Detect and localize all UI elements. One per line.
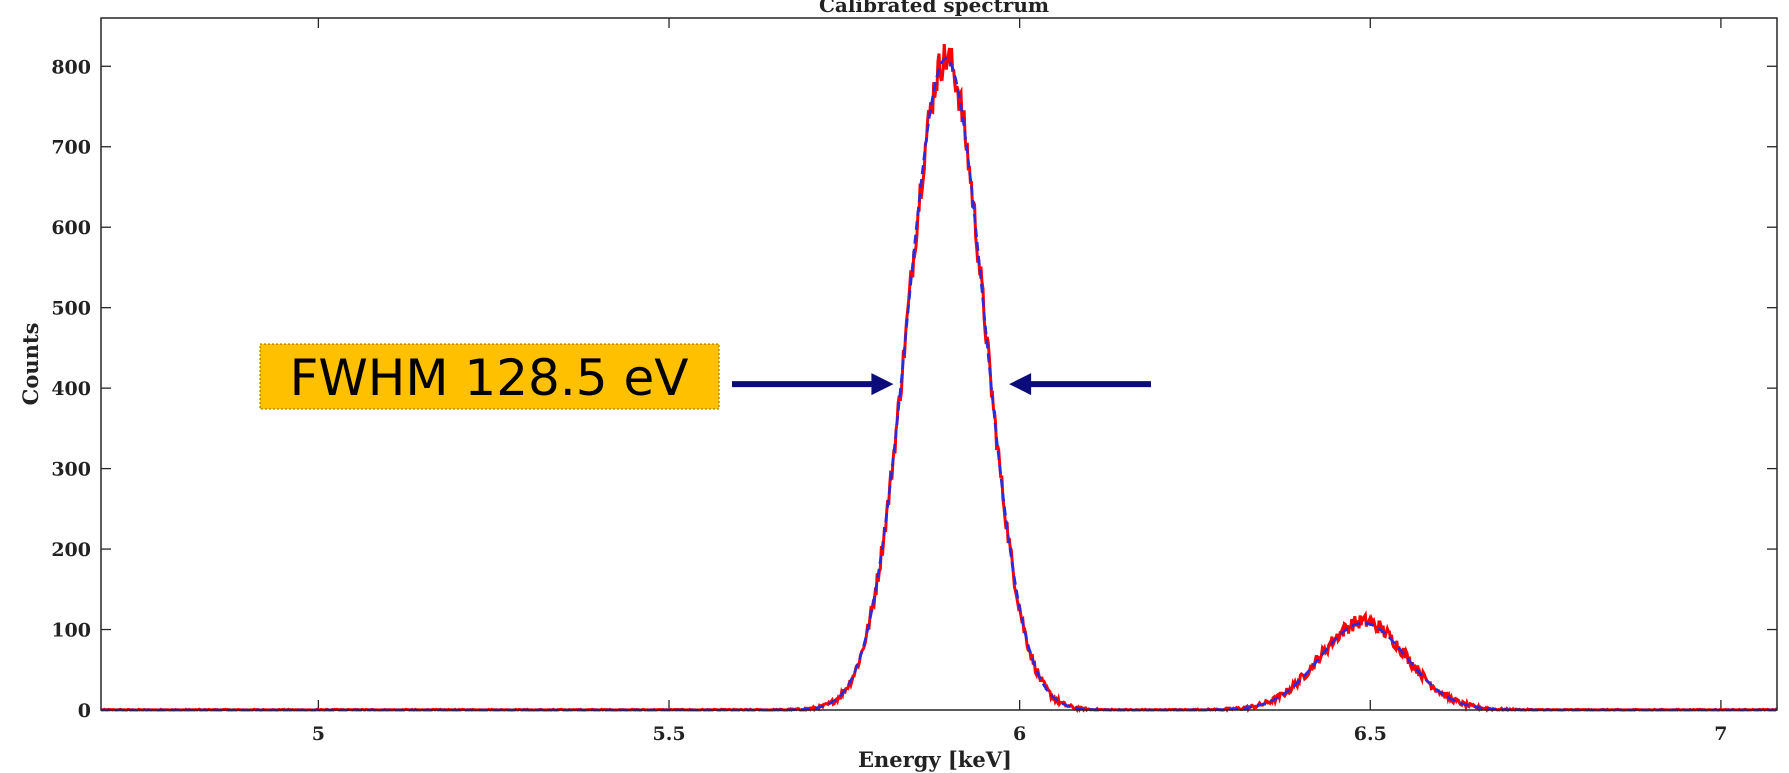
- y-axis-title: Counts: [18, 323, 43, 406]
- fit-curve-line: [101, 56, 1777, 712]
- fwhm-label-box: [259, 343, 720, 410]
- y-tick-label: 500: [51, 298, 91, 320]
- y-tick-label: 700: [51, 137, 91, 159]
- y-tick-label: 300: [51, 459, 91, 481]
- x-tick-label: 7: [1714, 723, 1727, 745]
- x-tick-label: 5.5: [652, 723, 685, 745]
- y-tick-label: 100: [51, 620, 91, 642]
- plot-frame: [100, 17, 1778, 711]
- y-tick-label: 200: [51, 539, 91, 561]
- right-arrow-head: [1009, 373, 1032, 396]
- y-axis: 0 100 200 300 400 500 600 700 800: [51, 56, 1777, 722]
- x-tick-label: 6.5: [1354, 723, 1387, 745]
- x-tick-label: 6: [1013, 723, 1026, 745]
- y-tick-label: 0: [78, 700, 91, 722]
- x-axis: 5 5.5 6 6.5 7: [312, 18, 1728, 745]
- fwhm-label: FWHM 128.5 eV: [290, 349, 689, 407]
- annotation-layer: FWHM 128.5 eV: [259, 343, 1151, 410]
- x-axis-title: Energy [keV]: [858, 747, 1012, 772]
- x-tick-label: 5: [312, 723, 325, 745]
- left-arrow-head: [871, 373, 894, 396]
- y-tick-label: 600: [51, 217, 91, 239]
- y-tick-label: 400: [51, 378, 91, 400]
- chart-title: Calibrated spectrum: [819, 0, 1049, 17]
- y-tick-label: 800: [51, 56, 91, 78]
